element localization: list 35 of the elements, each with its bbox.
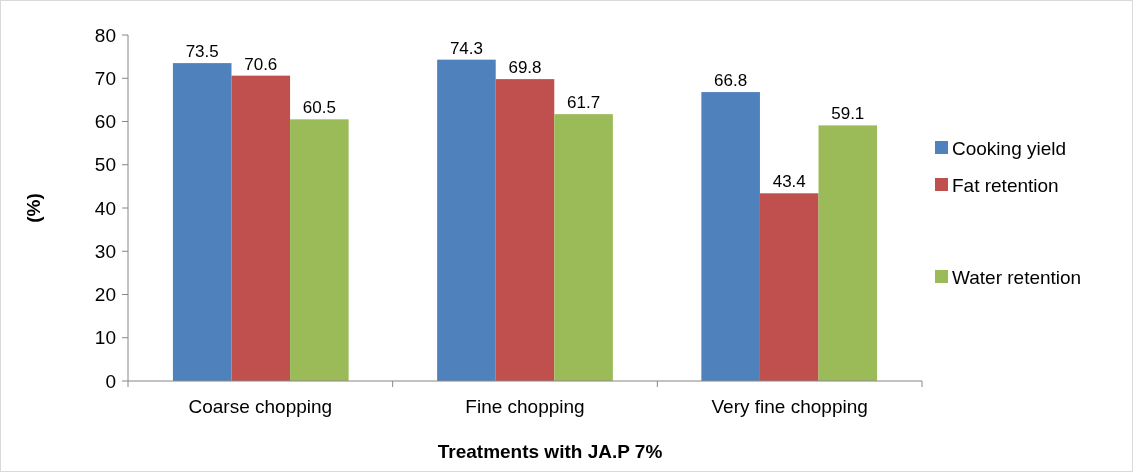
legend-label: Fat retention <box>952 174 1059 196</box>
y-tick-label: 40 <box>94 197 116 219</box>
y-tick-label: 0 <box>105 370 116 392</box>
x-axis-title: Treatments with JA.P 7% <box>437 441 663 462</box>
data-label: 61.7 <box>567 93 601 113</box>
y-tick-label: 10 <box>94 327 116 349</box>
bar <box>701 92 760 381</box>
x-tick-label: Coarse chopping <box>188 396 333 417</box>
bar <box>437 59 496 381</box>
bar <box>818 125 878 381</box>
y-tick-label: 70 <box>94 67 116 89</box>
legend-label: Water retention <box>952 266 1082 288</box>
y-tick-label: 60 <box>94 111 116 133</box>
bar <box>290 119 349 381</box>
bar <box>172 63 232 381</box>
x-tick-label: Fine chopping <box>465 396 585 417</box>
y-axis-title: (%) <box>23 193 44 223</box>
legend-label: Cooking yield <box>952 137 1067 159</box>
data-label: 70.6 <box>244 54 278 74</box>
y-tick-label: 80 <box>94 24 116 46</box>
data-label: 59.1 <box>831 104 865 124</box>
data-label: 43.4 <box>772 172 806 192</box>
data-label: 69.8 <box>508 58 542 78</box>
bar <box>495 79 555 381</box>
y-tick-label: 20 <box>94 284 116 306</box>
data-label: 73.5 <box>185 42 219 62</box>
data-label: 66.8 <box>714 71 748 91</box>
data-label: 74.3 <box>449 38 483 58</box>
bar <box>554 114 613 381</box>
y-tick-label: 30 <box>94 240 116 262</box>
data-label: 60.5 <box>302 98 336 118</box>
x-tick-label: Very fine chopping <box>711 396 868 417</box>
y-tick-label: 50 <box>94 154 116 176</box>
bar <box>231 75 291 381</box>
bar <box>759 193 819 381</box>
